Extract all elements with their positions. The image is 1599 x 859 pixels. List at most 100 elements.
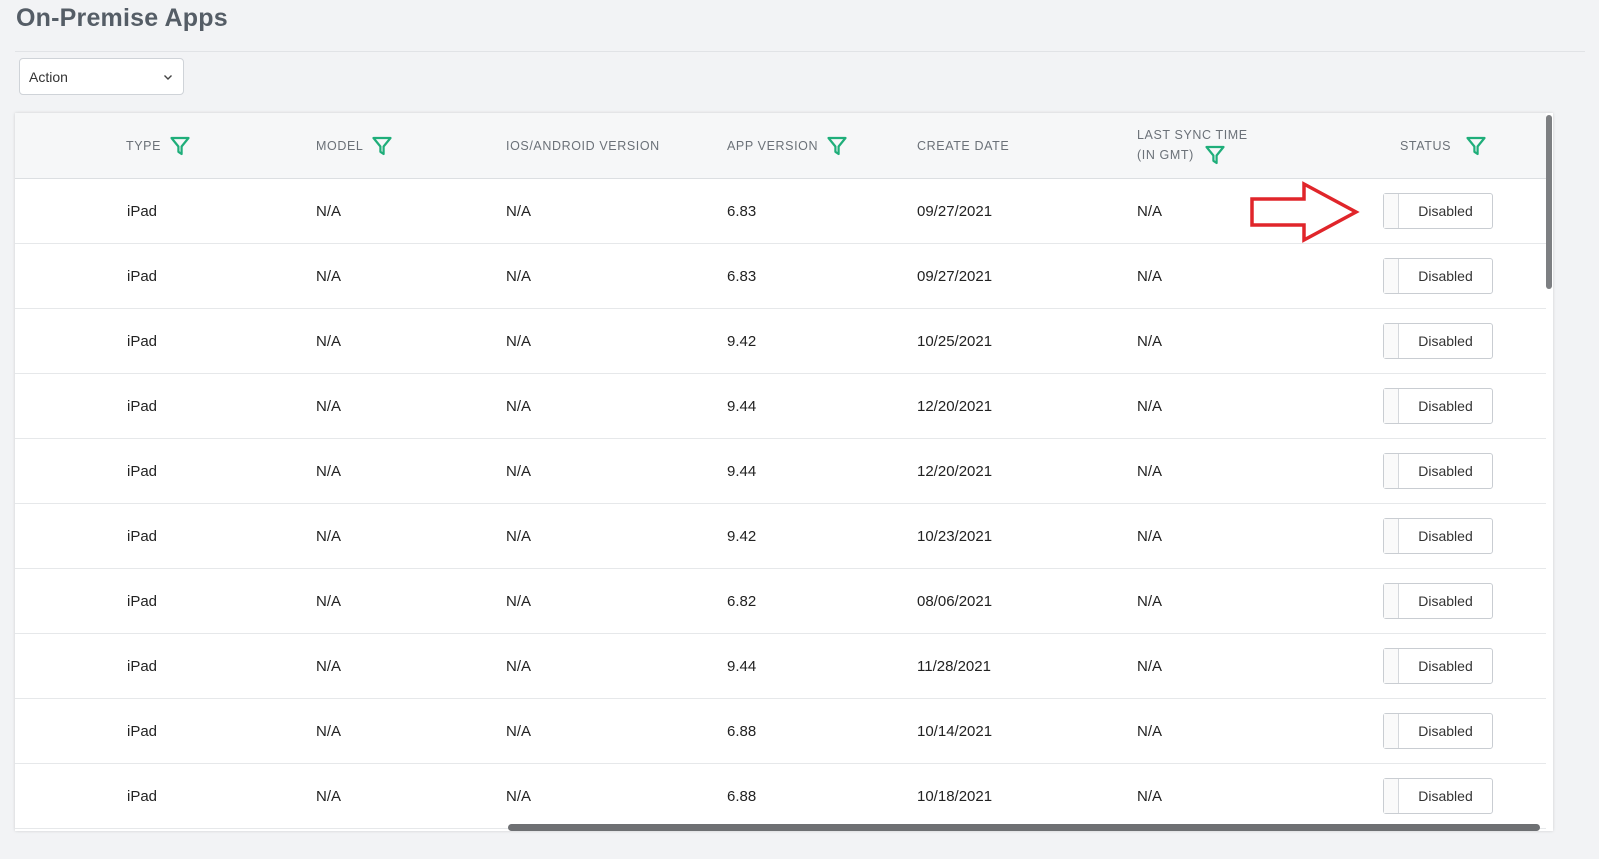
- column-header-type-label: TYPE: [126, 138, 162, 153]
- cell-type: iPad: [127, 657, 158, 675]
- status-label: Disabled: [1418, 788, 1473, 804]
- cell-model: N/A: [316, 787, 342, 805]
- column-header-model-label: MODEL: [316, 138, 364, 153]
- column-header-type: TYPE: [126, 113, 191, 178]
- cell-type: iPad: [127, 397, 158, 415]
- table-row[interactable]: iPad N/A N/A 9.44 12/20/2021 N/A Disable…: [15, 439, 1546, 504]
- cell-type: iPad: [127, 592, 158, 610]
- page-title: On-Premise Apps: [16, 4, 228, 32]
- cell-model: N/A: [316, 527, 342, 545]
- column-header-create-date-label: CREATE DATE: [917, 138, 1010, 153]
- status-label: Disabled: [1418, 528, 1473, 544]
- cell-app-version: 9.44: [727, 657, 757, 675]
- action-select-value: Action: [29, 68, 68, 85]
- status-toggle[interactable]: Disabled: [1383, 258, 1493, 294]
- apps-table: TYPE MODEL IOS/ANDROID VERSION APP VERSI…: [15, 113, 1553, 831]
- cell-os-version: N/A: [506, 397, 532, 415]
- cell-type: iPad: [127, 462, 158, 480]
- status-toggle[interactable]: Disabled: [1383, 583, 1493, 619]
- cell-last-sync: N/A: [1137, 527, 1163, 545]
- table-row[interactable]: iPad N/A N/A 6.82 08/06/2021 N/A Disable…: [15, 569, 1546, 634]
- cell-model: N/A: [316, 267, 342, 285]
- table-row[interactable]: iPad N/A N/A 6.88 10/18/2021 N/A Disable…: [15, 764, 1546, 829]
- cell-app-version: 6.82: [727, 592, 757, 610]
- toggle-knob: [1384, 324, 1399, 358]
- cell-last-sync: N/A: [1137, 202, 1163, 220]
- table-row[interactable]: iPad N/A N/A 6.83 09/27/2021 N/A Disable…: [15, 244, 1546, 309]
- cell-type: iPad: [127, 527, 158, 545]
- toggle-knob: [1384, 779, 1399, 813]
- column-header-create-date: CREATE DATE: [917, 113, 1009, 178]
- cell-model: N/A: [316, 202, 342, 220]
- status-label: Disabled: [1418, 723, 1473, 739]
- table-row[interactable]: iPad N/A N/A 9.44 11/28/2021 N/A Disable…: [15, 634, 1546, 699]
- status-label: Disabled: [1418, 658, 1473, 674]
- chevron-down-icon: [164, 74, 172, 80]
- cell-os-version: N/A: [506, 657, 532, 675]
- column-header-status: STATUS: [1400, 113, 1487, 178]
- cell-os-version: N/A: [506, 527, 532, 545]
- filter-icon[interactable]: [1465, 135, 1487, 157]
- status-toggle[interactable]: Disabled: [1383, 323, 1493, 359]
- status-label: Disabled: [1418, 203, 1473, 219]
- toggle-knob: [1384, 194, 1399, 228]
- status-label: Disabled: [1418, 593, 1473, 609]
- action-select[interactable]: Action: [19, 58, 184, 95]
- status-label: Disabled: [1418, 333, 1473, 349]
- title-divider: [15, 51, 1585, 52]
- filter-icon[interactable]: [826, 135, 848, 157]
- cell-app-version: 6.88: [727, 787, 757, 805]
- table-row[interactable]: iPad N/A N/A 9.42 10/23/2021 N/A Disable…: [15, 504, 1546, 569]
- status-toggle[interactable]: Disabled: [1383, 193, 1493, 229]
- cell-last-sync: N/A: [1137, 397, 1163, 415]
- status-toggle[interactable]: Disabled: [1383, 388, 1493, 424]
- table-row[interactable]: iPad N/A N/A 9.42 10/25/2021 N/A Disable…: [15, 309, 1546, 374]
- cell-create-date: 08/06/2021: [917, 592, 993, 610]
- horizontal-scrollbar[interactable]: [508, 824, 1540, 831]
- cell-type: iPad: [127, 267, 158, 285]
- cell-last-sync: N/A: [1137, 722, 1163, 740]
- cell-last-sync: N/A: [1137, 592, 1163, 610]
- column-header-last-sync-label-line1: LAST SYNC TIME: [1137, 127, 1248, 142]
- toggle-knob: [1384, 714, 1399, 748]
- vertical-scrollbar[interactable]: [1546, 115, 1552, 289]
- table-row[interactable]: iPad N/A N/A 6.83 09/27/2021 N/A Disable…: [15, 179, 1546, 244]
- cell-app-version: 6.88: [727, 722, 757, 740]
- cell-create-date: 12/20/2021: [917, 462, 993, 480]
- status-toggle[interactable]: Disabled: [1383, 453, 1493, 489]
- column-header-os-version-label: IOS/ANDROID VERSION: [506, 138, 660, 153]
- toggle-knob: [1384, 389, 1399, 423]
- table-row[interactable]: iPad N/A N/A 9.44 12/20/2021 N/A Disable…: [15, 374, 1546, 439]
- cell-type: iPad: [127, 332, 158, 350]
- status-toggle[interactable]: Disabled: [1383, 713, 1493, 749]
- table-row[interactable]: iPad N/A N/A 6.88 10/14/2021 N/A Disable…: [15, 699, 1546, 764]
- cell-app-version: 6.83: [727, 267, 757, 285]
- cell-os-version: N/A: [506, 202, 532, 220]
- filter-icon[interactable]: [169, 135, 191, 157]
- toggle-knob: [1384, 259, 1399, 293]
- toggle-knob: [1384, 649, 1399, 683]
- filter-icon[interactable]: [1204, 144, 1226, 166]
- status-toggle[interactable]: Disabled: [1383, 648, 1493, 684]
- cell-type: iPad: [127, 787, 158, 805]
- cell-model: N/A: [316, 397, 342, 415]
- cell-app-version: 9.42: [727, 332, 757, 350]
- cell-os-version: N/A: [506, 332, 532, 350]
- cell-create-date: 09/27/2021: [917, 267, 993, 285]
- red-arrow-right-icon: [1250, 181, 1360, 243]
- status-label: Disabled: [1418, 398, 1473, 414]
- status-label: Disabled: [1418, 463, 1473, 479]
- cell-create-date: 11/28/2021: [917, 657, 991, 675]
- status-toggle[interactable]: Disabled: [1383, 518, 1493, 554]
- status-toggle[interactable]: Disabled: [1383, 778, 1493, 814]
- filter-icon[interactable]: [371, 135, 393, 157]
- table-header: TYPE MODEL IOS/ANDROID VERSION APP VERSI…: [15, 113, 1546, 179]
- cell-model: N/A: [316, 722, 342, 740]
- cell-app-version: 9.44: [727, 462, 757, 480]
- cell-last-sync: N/A: [1137, 462, 1163, 480]
- cell-app-version: 9.44: [727, 397, 757, 415]
- cell-model: N/A: [316, 657, 342, 675]
- cell-type: iPad: [127, 202, 158, 220]
- column-header-app-version-label: APP VERSION: [727, 138, 819, 153]
- cell-create-date: 12/20/2021: [917, 397, 993, 415]
